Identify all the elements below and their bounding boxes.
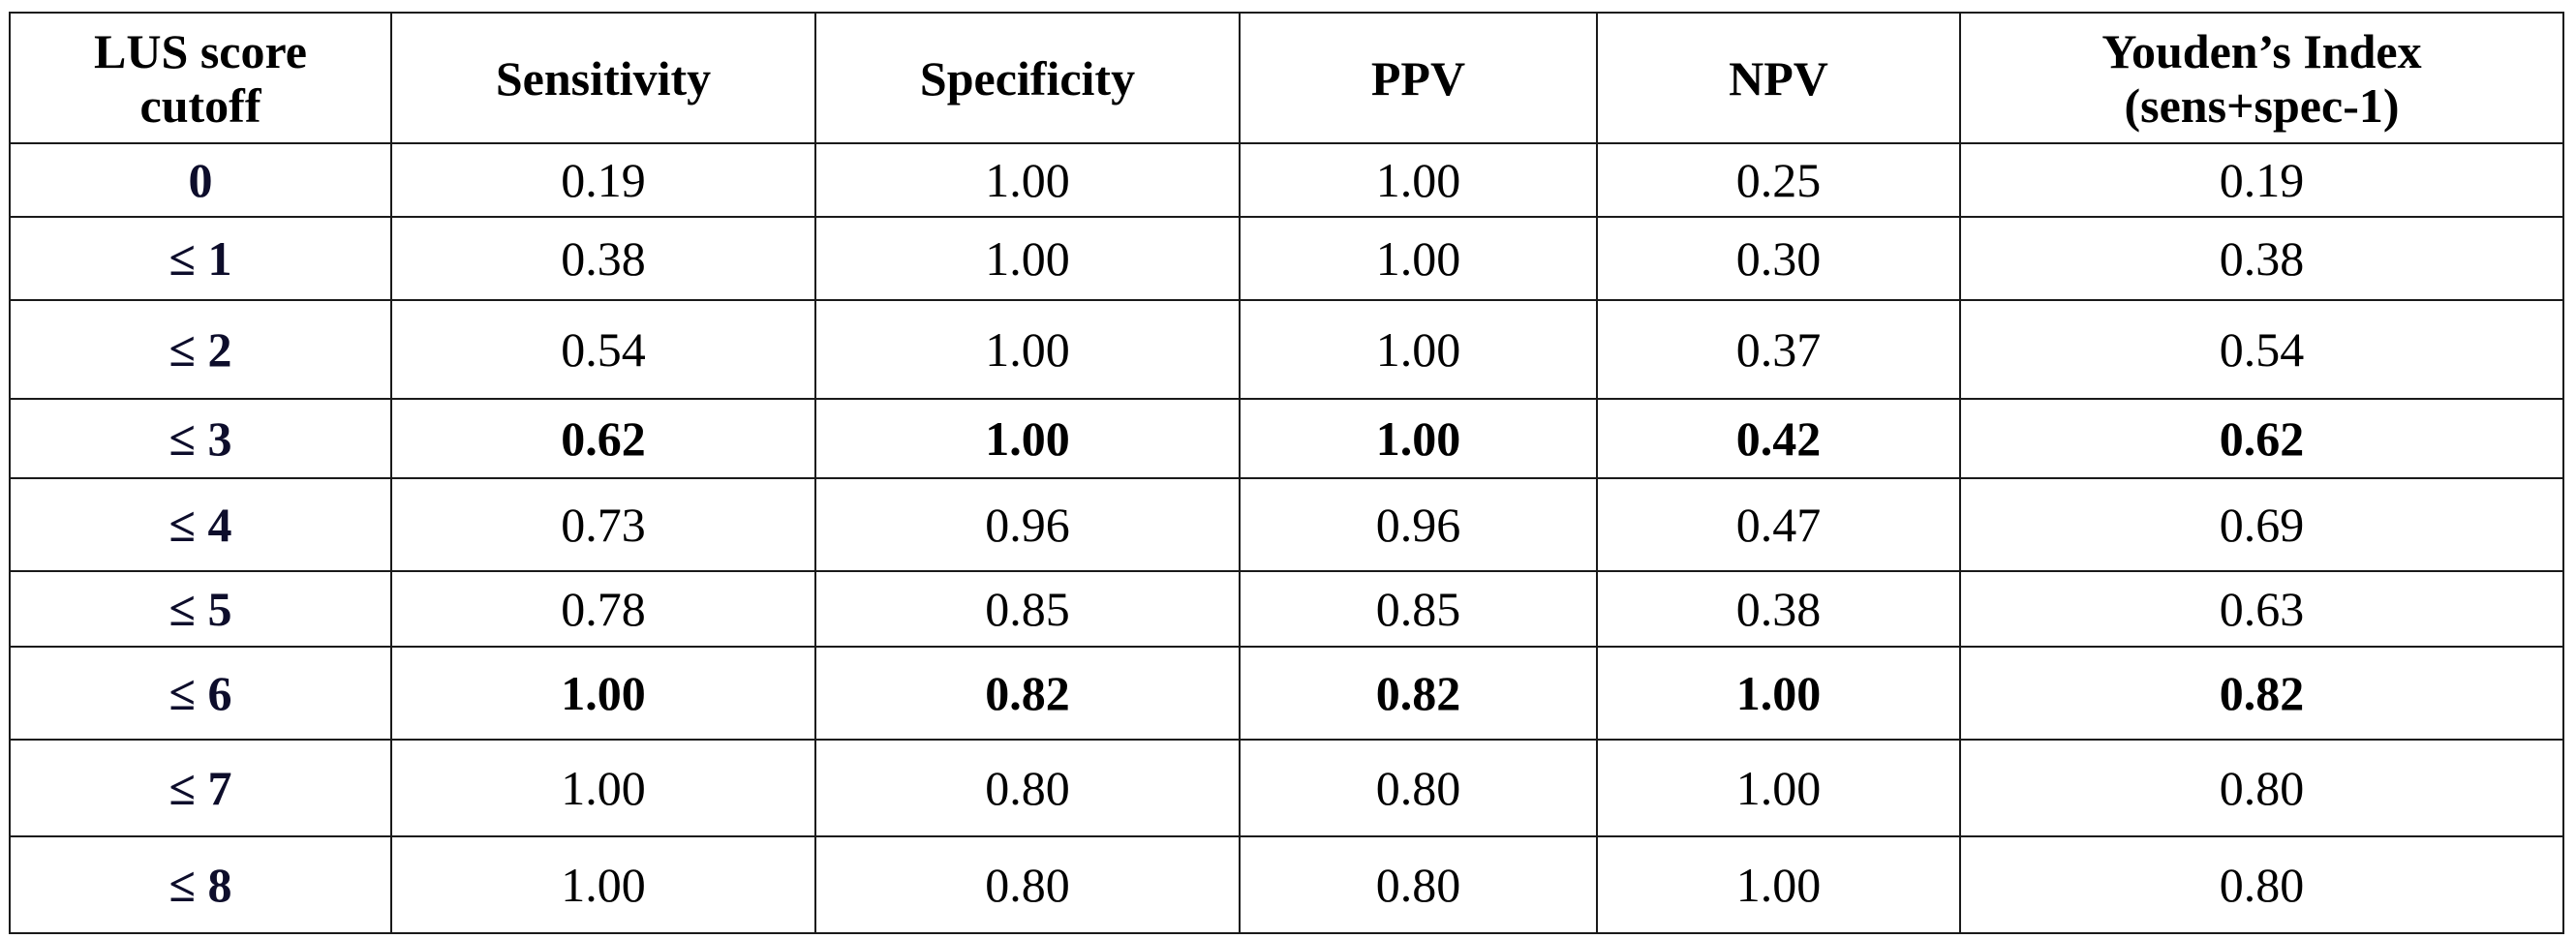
cell-youden: 0.80: [1959, 835, 2564, 934]
cell-npv: 1.00: [1596, 739, 1961, 837]
cell-sensitivity: 0.78: [390, 570, 816, 648]
header-specificity: Specificity: [814, 12, 1241, 144]
cell-youden: 0.82: [1959, 646, 2564, 741]
cell-cutoff: ≤ 7: [9, 739, 392, 837]
table-row: 0 0.19 1.00 1.00 0.25 0.19: [9, 142, 2564, 218]
cell-specificity: 0.96: [814, 477, 1241, 572]
table-row: ≤ 5 0.78 0.85 0.85 0.38 0.63: [9, 570, 2564, 648]
table-row: ≤ 7 1.00 0.80 0.80 1.00 0.80: [9, 739, 2564, 837]
cell-ppv: 1.00: [1239, 398, 1598, 479]
table-row: ≤ 2 0.54 1.00 1.00 0.37 0.54: [9, 299, 2564, 400]
cell-cutoff: ≤ 2: [9, 299, 392, 400]
cell-cutoff: ≤ 8: [9, 835, 392, 934]
cell-specificity: 0.80: [814, 835, 1241, 934]
header-sensitivity: Sensitivity: [390, 12, 816, 144]
cell-ppv: 1.00: [1239, 299, 1598, 400]
cell-youden: 0.62: [1959, 398, 2564, 479]
cell-npv: 0.25: [1596, 142, 1961, 218]
cell-specificity: 0.80: [814, 739, 1241, 837]
cell-npv: 1.00: [1596, 835, 1961, 934]
header-row: LUS score cutoff Sensitivity Specificity…: [9, 12, 2564, 144]
table-body: 0 0.19 1.00 1.00 0.25 0.19 ≤ 1 0.38 1.00 1.00 0.30…: [9, 142, 2564, 934]
header-ppv: PPV: [1239, 12, 1598, 144]
table-row: ≤ 6 1.00 0.82 0.82 1.00 0.82: [9, 646, 2564, 741]
cell-specificity: 0.85: [814, 570, 1241, 648]
table-row: ≤ 4 0.73 0.96 0.96 0.47 0.69: [9, 477, 2564, 572]
cell-sensitivity: 1.00: [390, 646, 816, 741]
header-npv: NPV: [1596, 12, 1961, 144]
cell-specificity: 1.00: [814, 216, 1241, 301]
header-youden-index: Youden’s Index (sens+spec-1): [1959, 12, 2564, 144]
cell-npv: 0.47: [1596, 477, 1961, 572]
cell-ppv: 0.80: [1239, 835, 1598, 934]
cell-sensitivity: 1.00: [390, 739, 816, 837]
cell-cutoff: ≤ 3: [9, 398, 392, 479]
cell-npv: 1.00: [1596, 646, 1961, 741]
cell-specificity: 1.00: [814, 299, 1241, 400]
cell-ppv: 0.82: [1239, 646, 1598, 741]
cell-sensitivity: 0.73: [390, 477, 816, 572]
cell-cutoff: ≤ 1: [9, 216, 392, 301]
cell-sensitivity: 1.00: [390, 835, 816, 934]
cell-youden: 0.63: [1959, 570, 2564, 648]
cell-npv: 0.38: [1596, 570, 1961, 648]
header-lus-cutoff: LUS score cutoff: [9, 12, 392, 144]
cell-cutoff: ≤ 4: [9, 477, 392, 572]
cell-sensitivity: 0.38: [390, 216, 816, 301]
table-row: ≤ 1 0.38 1.00 1.00 0.30 0.38: [9, 216, 2564, 301]
cell-youden: 0.80: [1959, 739, 2564, 837]
cell-npv: 0.30: [1596, 216, 1961, 301]
table-row: ≤ 3 0.62 1.00 1.00 0.42 0.62: [9, 398, 2564, 479]
cell-cutoff: ≤ 6: [9, 646, 392, 741]
cell-ppv: 1.00: [1239, 142, 1598, 218]
cell-specificity: 1.00: [814, 142, 1241, 218]
cell-ppv: 0.80: [1239, 739, 1598, 837]
cell-youden: 0.19: [1959, 142, 2564, 218]
table-row: ≤ 8 1.00 0.80 0.80 1.00 0.80: [9, 835, 2564, 934]
cell-sensitivity: 0.54: [390, 299, 816, 400]
cell-npv: 0.37: [1596, 299, 1961, 400]
cell-specificity: 0.82: [814, 646, 1241, 741]
cell-ppv: 1.00: [1239, 216, 1598, 301]
cell-youden: 0.54: [1959, 299, 2564, 400]
cell-ppv: 0.96: [1239, 477, 1598, 572]
cell-specificity: 1.00: [814, 398, 1241, 479]
cell-sensitivity: 0.19: [390, 142, 816, 218]
cell-cutoff: ≤ 5: [9, 570, 392, 648]
cell-npv: 0.42: [1596, 398, 1961, 479]
cell-sensitivity: 0.62: [390, 398, 816, 479]
cell-ppv: 0.85: [1239, 570, 1598, 648]
cell-cutoff: 0: [9, 142, 392, 218]
results-table: LUS score cutoff Sensitivity Specificity…: [9, 12, 2564, 934]
cell-youden: 0.69: [1959, 477, 2564, 572]
cell-youden: 0.38: [1959, 216, 2564, 301]
